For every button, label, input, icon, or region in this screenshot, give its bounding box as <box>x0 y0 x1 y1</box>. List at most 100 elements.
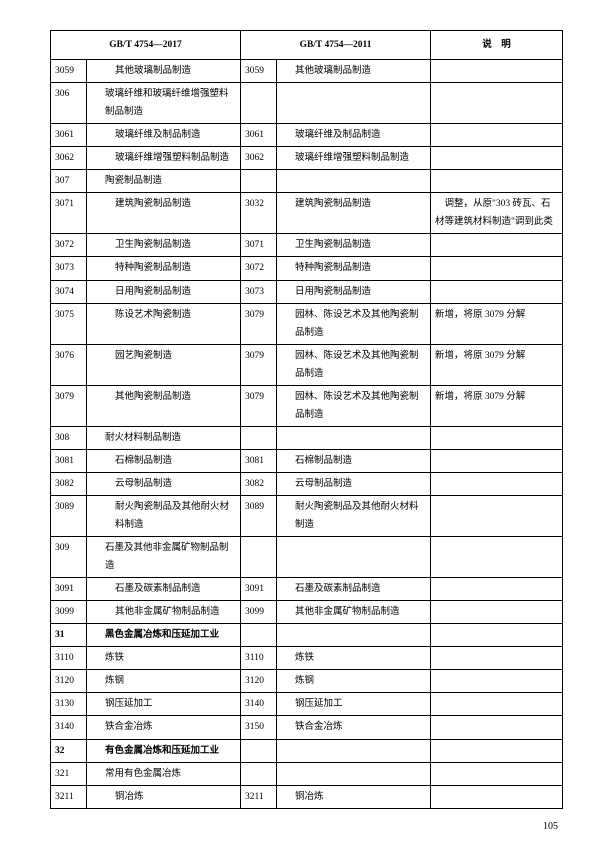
table-row: 3099其他非金属矿物制品制造3099其他非金属矿物制品制造 <box>51 601 563 624</box>
table-row: 306玻璃纤维和玻璃纤维增强塑料制品制造 <box>51 83 563 124</box>
code-2011 <box>241 739 277 762</box>
name-2017: 其他玻璃制品制造 <box>87 60 241 83</box>
name-2017: 云母制品制造 <box>87 472 241 495</box>
code-2011 <box>241 426 277 449</box>
note-cell <box>431 170 563 193</box>
code-2017: 309 <box>51 537 87 578</box>
code-2011: 3071 <box>241 234 277 257</box>
name-2017: 炼铁 <box>87 647 241 670</box>
code-2011 <box>241 762 277 785</box>
name-2017: 钢压延加工 <box>87 693 241 716</box>
header-note: 说 明 <box>431 31 563 60</box>
name-2011 <box>277 762 431 785</box>
note-cell <box>431 624 563 647</box>
code-2011: 3089 <box>241 495 277 536</box>
table-header-row: GB/T 4754—2017 GB/T 4754—2011 说 明 <box>51 31 563 60</box>
code-2017: 307 <box>51 170 87 193</box>
table-row: 3081石棉制品制造3081石棉制品制造 <box>51 449 563 472</box>
table-row: 31黑色金属冶炼和压延加工业 <box>51 624 563 647</box>
name-2011 <box>277 83 431 124</box>
name-2017: 陈设艺术陶瓷制造 <box>87 303 241 344</box>
table-row: 3071建筑陶瓷制品制造3032建筑陶瓷制品制造 调整，从原"303 砖瓦、石材… <box>51 193 563 234</box>
table-row: 3075陈设艺术陶瓷制造3079园林、陈设艺术及其他陶瓷制品制造新增，将原 30… <box>51 303 563 344</box>
name-2011: 耐火陶瓷制品及其他耐火材料制造 <box>277 495 431 536</box>
header-2011: GB/T 4754—2011 <box>241 31 431 60</box>
name-2017: 其他非金属矿物制品制造 <box>87 601 241 624</box>
note-cell <box>431 472 563 495</box>
note-cell <box>431 739 563 762</box>
name-2011 <box>277 624 431 647</box>
table-row: 3120炼钢3120炼钢 <box>51 670 563 693</box>
code-2017: 306 <box>51 83 87 124</box>
name-2011: 玻璃纤维及制品制造 <box>277 124 431 147</box>
code-2011: 3073 <box>241 280 277 303</box>
table-row: 321常用有色金属冶炼 <box>51 762 563 785</box>
name-2017: 铜冶炼 <box>87 785 241 808</box>
name-2017: 玻璃纤维及制品制造 <box>87 124 241 147</box>
note-cell <box>431 83 563 124</box>
name-2011: 石棉制品制造 <box>277 449 431 472</box>
table-body: 3059其他玻璃制品制造3059其他玻璃制品制造306玻璃纤维和玻璃纤维增强塑料… <box>51 60 563 809</box>
code-2017: 3072 <box>51 234 87 257</box>
name-2011: 铁合金冶炼 <box>277 716 431 739</box>
code-2017: 308 <box>51 426 87 449</box>
table-row: 3072卫生陶瓷制品制造3071卫生陶瓷制品制造 <box>51 234 563 257</box>
code-2017: 3073 <box>51 257 87 280</box>
note-cell: 新增，将原 3079 分解 <box>431 385 563 426</box>
code-2011: 3059 <box>241 60 277 83</box>
table-row: 309石墨及其他非金属矿物制品制造 <box>51 537 563 578</box>
code-2011: 3110 <box>241 647 277 670</box>
code-2011: 3062 <box>241 147 277 170</box>
code-2011 <box>241 83 277 124</box>
table-row: 308耐火材料制品制造 <box>51 426 563 449</box>
name-2011: 园林、陈设艺术及其他陶瓷制品制造 <box>277 385 431 426</box>
code-2017: 3140 <box>51 716 87 739</box>
note-cell: 调整，从原"303 砖瓦、石材等建筑材料制造"调到此类 <box>431 193 563 234</box>
code-2011: 3079 <box>241 385 277 426</box>
code-2017: 3074 <box>51 280 87 303</box>
code-2017: 32 <box>51 739 87 762</box>
code-2011: 3079 <box>241 303 277 344</box>
code-2011 <box>241 537 277 578</box>
name-2011: 特种陶瓷制品制造 <box>277 257 431 280</box>
header-2017: GB/T 4754—2017 <box>51 31 241 60</box>
name-2017: 建筑陶瓷制品制造 <box>87 193 241 234</box>
code-2011 <box>241 170 277 193</box>
document-page: GB/T 4754—2017 GB/T 4754—2011 说 明 3059其他… <box>0 0 600 848</box>
name-2017: 卫生陶瓷制品制造 <box>87 234 241 257</box>
name-2017: 陶瓷制品制造 <box>87 170 241 193</box>
code-2011: 3061 <box>241 124 277 147</box>
note-cell <box>431 426 563 449</box>
name-2017: 黑色金属冶炼和压延加工业 <box>87 624 241 647</box>
code-2017: 3082 <box>51 472 87 495</box>
name-2017: 其他陶瓷制品制造 <box>87 385 241 426</box>
code-2011: 3079 <box>241 344 277 385</box>
name-2011: 园林、陈设艺术及其他陶瓷制品制造 <box>277 303 431 344</box>
code-2011: 3082 <box>241 472 277 495</box>
note-cell <box>431 601 563 624</box>
table-row: 3089耐火陶瓷制品及其他耐火材料制造3089耐火陶瓷制品及其他耐火材料制造 <box>51 495 563 536</box>
table-row: 3073特种陶瓷制品制造3072特种陶瓷制品制造 <box>51 257 563 280</box>
code-2011: 3120 <box>241 670 277 693</box>
page-number: 105 <box>543 821 558 832</box>
code-2017: 3059 <box>51 60 87 83</box>
code-2011: 3211 <box>241 785 277 808</box>
table-row: 3074日用陶瓷制品制造3073日用陶瓷制品制造 <box>51 280 563 303</box>
note-cell <box>431 147 563 170</box>
note-cell <box>431 449 563 472</box>
name-2017: 石墨及其他非金属矿物制品制造 <box>87 537 241 578</box>
name-2011 <box>277 426 431 449</box>
name-2017: 有色金属冶炼和压延加工业 <box>87 739 241 762</box>
table-row: 3059其他玻璃制品制造3059其他玻璃制品制造 <box>51 60 563 83</box>
code-2017: 3075 <box>51 303 87 344</box>
code-2017: 3211 <box>51 785 87 808</box>
name-2011 <box>277 739 431 762</box>
comparison-table: GB/T 4754—2017 GB/T 4754—2011 说 明 3059其他… <box>50 30 563 809</box>
note-cell <box>431 578 563 601</box>
note-cell <box>431 495 563 536</box>
code-2011 <box>241 624 277 647</box>
note-cell <box>431 716 563 739</box>
code-2011: 3099 <box>241 601 277 624</box>
code-2017: 3079 <box>51 385 87 426</box>
table-row: 3130钢压延加工3140钢压延加工 <box>51 693 563 716</box>
